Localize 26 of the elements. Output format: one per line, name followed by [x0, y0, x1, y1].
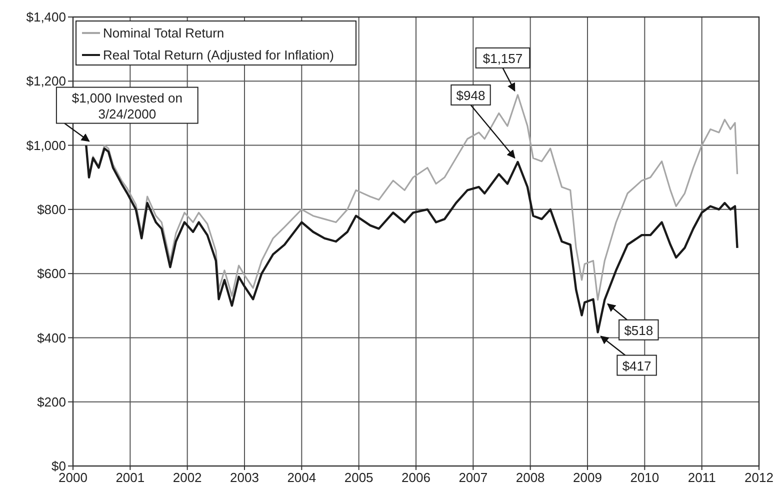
x-tick-label: 2009 [573, 470, 602, 485]
x-tick-label: 2012 [744, 470, 774, 485]
x-tick-label: 2005 [344, 470, 374, 485]
x-tick-label: 2010 [630, 470, 660, 485]
x-tick-label: 2008 [516, 470, 545, 485]
y-tick-label: $200 [37, 394, 66, 410]
y-tick-label: $1,400 [26, 10, 66, 25]
annotation: $417 [622, 358, 652, 374]
annotation: $518 [624, 322, 654, 338]
legend-label: Real Total Return (Adjusted for Inflation) [103, 48, 334, 63]
annotation: $1,157 [482, 50, 523, 66]
x-tick-label: 2001 [116, 470, 145, 485]
x-tick-label: 2003 [230, 470, 259, 485]
annotation: $948 [456, 88, 486, 103]
y-tick-label: $1,000 [26, 138, 66, 153]
x-tick-label: 2002 [172, 470, 202, 485]
y-tick-label: $1,200 [26, 74, 66, 89]
y-tick-label: $600 [37, 266, 66, 282]
legend-label: Nominal Total Return [103, 26, 224, 41]
y-tick-label: $800 [37, 202, 66, 217]
x-tick-label: 2004 [287, 470, 316, 485]
x-tick-label: 2011 [688, 470, 716, 485]
x-tick-label: 2007 [458, 470, 488, 485]
y-tick-label: $400 [37, 330, 66, 346]
x-tick-label: 2006 [402, 470, 430, 485]
annotation: $1,000 Invested on 3/24/2000 [72, 90, 182, 122]
